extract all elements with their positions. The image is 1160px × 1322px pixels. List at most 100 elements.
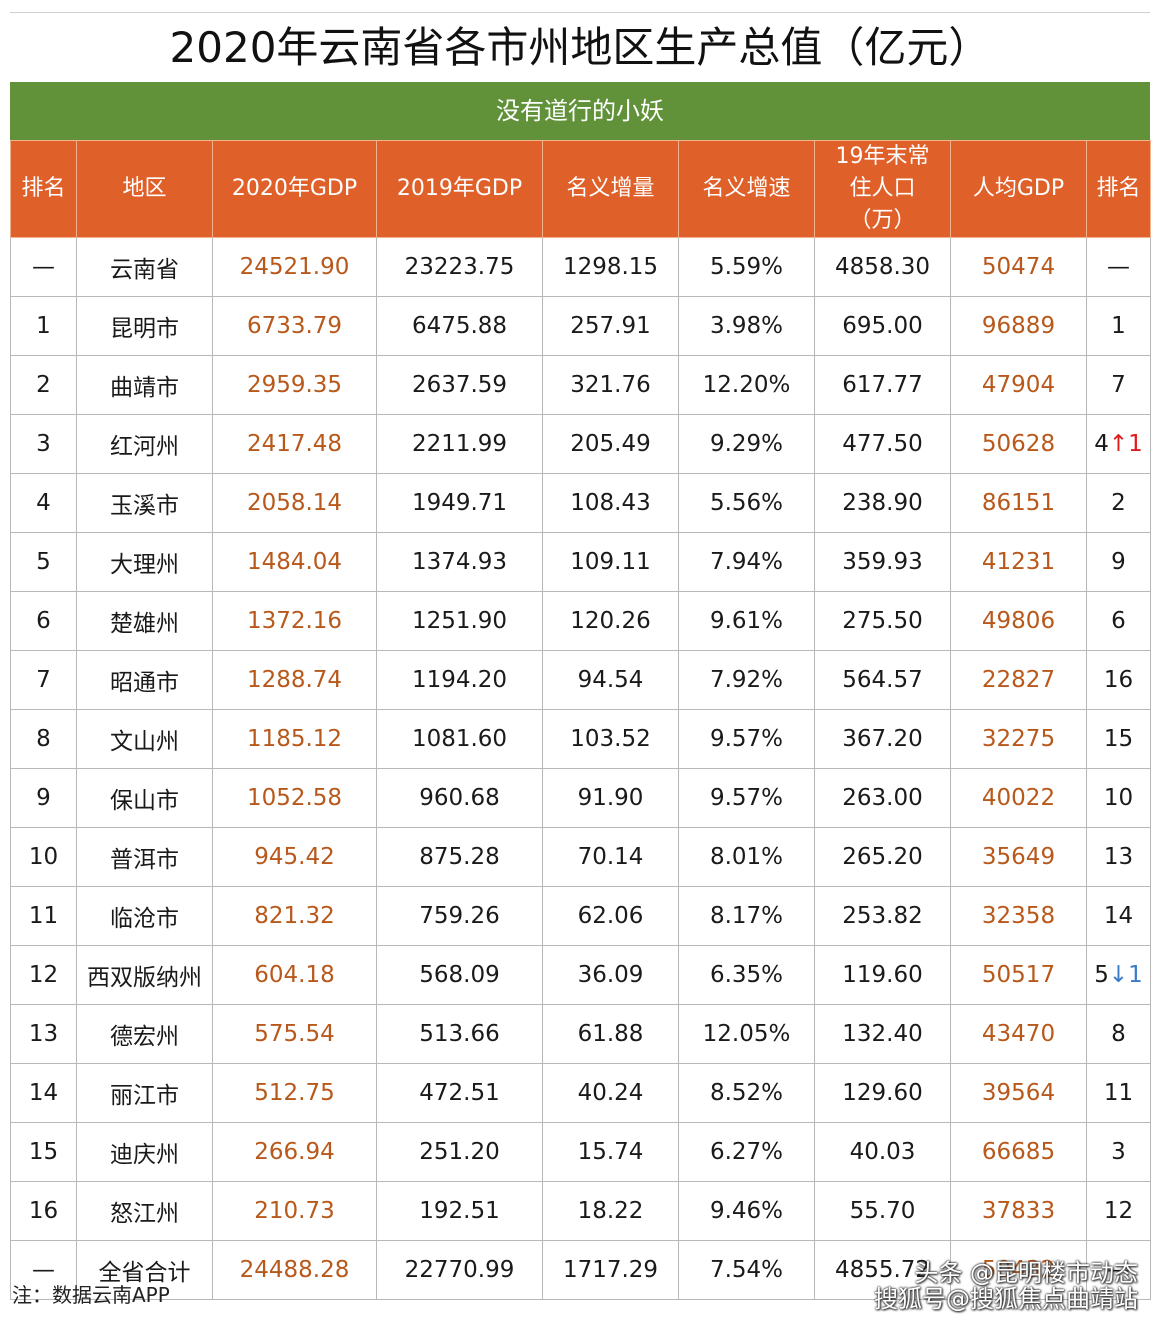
- cell-per-capita: 50474: [950, 237, 1087, 297]
- cell-gdp2019: 875.28: [376, 827, 543, 887]
- cell-rank: 2: [10, 355, 77, 415]
- cell-pc-rank: 16: [1086, 650, 1151, 710]
- col-header-growth: 名义增速: [678, 140, 815, 238]
- pc-rank-value: 10: [1103, 785, 1134, 811]
- cell-per-capita: 50628: [950, 414, 1087, 474]
- cell-growth: 7.92%: [678, 650, 815, 710]
- cell-population: 617.77: [814, 355, 951, 415]
- cell-increase: 1717.29: [542, 1240, 679, 1300]
- cell-pc-rank: 8: [1086, 1004, 1151, 1064]
- table-row: 13 德宏州 575.54 513.66 61.88 12.05% 132.40 43470 8: [10, 1004, 1151, 1064]
- table-row: 7 昭通市 1288.74 1194.20 94.54 7.92% 564.57 22827 1…: [10, 650, 1151, 710]
- table-title: 2020年云南省各市州地区生产总值（亿元）: [10, 12, 1150, 83]
- cell-growth: 6.35%: [678, 945, 815, 1005]
- cell-rank: 9: [10, 768, 77, 828]
- cell-gdp2019: 2637.59: [376, 355, 543, 415]
- cell-population: 4855.72: [814, 1240, 951, 1300]
- col-header-population: 19年末常住人口（万）: [814, 140, 951, 238]
- cell-gdp2019: 759.26: [376, 886, 543, 946]
- pc-rank-value: 13: [1103, 844, 1134, 870]
- cell-rank: 6: [10, 591, 77, 651]
- col-header-rank: 排名: [10, 140, 77, 238]
- cell-rank: 7: [10, 650, 77, 710]
- watermark: 头条 @昆明楼市动态 搜狐号@搜狐焦点曲靖站: [874, 1260, 1138, 1312]
- cell-region: 文山州: [76, 709, 213, 769]
- cell-growth: 9.46%: [678, 1181, 815, 1241]
- cell-pc-rank: 15: [1086, 709, 1151, 769]
- cell-rank: 12: [10, 945, 77, 1005]
- cell-gdp2020: 1372.16: [212, 591, 377, 651]
- cell-pc-rank: 3: [1086, 1122, 1151, 1182]
- pc-rank-value: 4: [1094, 431, 1109, 457]
- cell-increase: 62.06: [542, 886, 679, 946]
- cell-increase: 61.88: [542, 1004, 679, 1064]
- cell-growth: 5.59%: [678, 237, 815, 297]
- cell-rank: —: [10, 1240, 77, 1300]
- table-row: 1 昆明市 6733.79 6475.88 257.91 3.98% 695.00 96889…: [10, 296, 1151, 356]
- cell-growth: 6.27%: [678, 1122, 815, 1182]
- cell-population: 477.50: [814, 414, 951, 474]
- cell-gdp2020: 6733.79: [212, 296, 377, 356]
- source-note: 注：数据云南APP: [12, 1283, 170, 1307]
- cell-gdp2019: 22770.99: [376, 1240, 543, 1300]
- pc-rank-value: 7: [1111, 372, 1126, 398]
- cell-gdp2019: 1081.60: [376, 709, 543, 769]
- pc-rank-value: 11: [1103, 1080, 1134, 1106]
- cell-pc-rank: 10: [1086, 768, 1151, 828]
- pc-rank-value: 15: [1103, 726, 1134, 752]
- cell-gdp2020: 210.73: [212, 1181, 377, 1241]
- col-header-gdp2020: 2020年GDP: [212, 140, 377, 238]
- cell-increase: 15.74: [542, 1122, 679, 1182]
- pc-rank-value: 6: [1111, 608, 1126, 634]
- cell-region: 大理州: [76, 532, 213, 592]
- cell-rank: 16: [10, 1181, 77, 1241]
- cell-increase: 91.90: [542, 768, 679, 828]
- cell-growth: 8.17%: [678, 886, 815, 946]
- table-row: 2 曲靖市 2959.35 2637.59 321.76 12.20% 617.77 4790…: [10, 355, 1151, 415]
- table-row: 15 迪庆州 266.94 251.20 15.74 6.27% 40.03 66685 3: [10, 1122, 1151, 1182]
- cell-increase: 109.11: [542, 532, 679, 592]
- cell-population: 40.03: [814, 1122, 951, 1182]
- cell-gdp2019: 568.09: [376, 945, 543, 1005]
- cell-gdp2019: 472.51: [376, 1063, 543, 1123]
- table-row: 4 玉溪市 2058.14 1949.71 108.43 5.56% 238.90 86151…: [10, 473, 1151, 533]
- cell-region: 丽江市: [76, 1063, 213, 1123]
- cell-population: 253.82: [814, 886, 951, 946]
- watermark-line-1: 头条 @昆明楼市动态: [914, 1259, 1138, 1287]
- cell-rank: 11: [10, 886, 77, 946]
- cell-pc-rank: 4↑1: [1086, 414, 1151, 474]
- cell-region: 迪庆州: [76, 1122, 213, 1182]
- cell-gdp2020: 24488.28: [212, 1240, 377, 1300]
- cell-region: 临沧市: [76, 886, 213, 946]
- cell-gdp2019: 251.20: [376, 1122, 543, 1182]
- cell-gdp2019: 1949.71: [376, 473, 543, 533]
- pc-rank-value: 16: [1103, 667, 1134, 693]
- cell-per-capita: 41231: [950, 532, 1087, 592]
- cell-pc-rank: 5↓1: [1086, 945, 1151, 1005]
- cell-increase: 257.91: [542, 296, 679, 356]
- cell-gdp2019: 1194.20: [376, 650, 543, 710]
- cell-growth: 7.94%: [678, 532, 815, 592]
- cell-gdp2020: 2959.35: [212, 355, 377, 415]
- cell-population: 238.90: [814, 473, 951, 533]
- cell-pc-rank: 9: [1086, 532, 1151, 592]
- cell-gdp2020: 821.32: [212, 886, 377, 946]
- cell-pc-rank: 11: [1086, 1063, 1151, 1123]
- table-row: — 全省合计 24488.28 22770.99 1717.29 7.54% 4855.72…: [10, 1240, 1151, 1300]
- cell-gdp2019: 1374.93: [376, 532, 543, 592]
- table-subtitle: 没有道行的小妖: [10, 82, 1150, 140]
- pc-rank-value: 8: [1111, 1021, 1126, 1047]
- cell-gdp2019: 6475.88: [376, 296, 543, 356]
- col-header-pc-rank: 排名: [1086, 140, 1151, 238]
- cell-gdp2020: 604.18: [212, 945, 377, 1005]
- cell-growth: 8.01%: [678, 827, 815, 887]
- cell-region: 楚雄州: [76, 591, 213, 651]
- cell-increase: 1298.15: [542, 237, 679, 297]
- cell-increase: 103.52: [542, 709, 679, 769]
- cell-rank: 5: [10, 532, 77, 592]
- pc-rank-value: 12: [1103, 1198, 1134, 1224]
- rank-down-indicator: ↓1: [1108, 962, 1143, 988]
- cell-population: 119.60: [814, 945, 951, 1005]
- cell-rank: 13: [10, 1004, 77, 1064]
- cell-population: 695.00: [814, 296, 951, 356]
